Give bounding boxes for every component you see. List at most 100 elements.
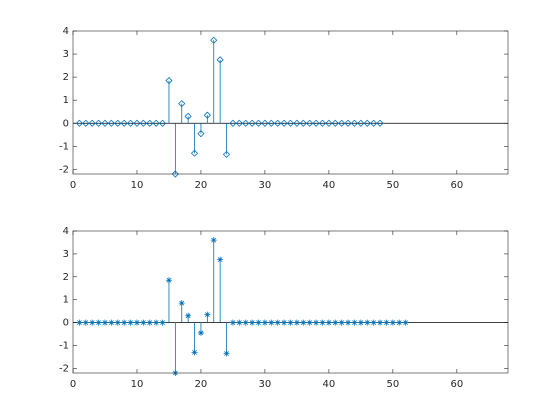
stem (312, 119, 320, 127)
stem (389, 319, 396, 326)
stem (293, 319, 300, 326)
x-tick-label: 20 (195, 180, 208, 191)
marker (204, 311, 211, 318)
stem (222, 123, 231, 158)
stem (344, 119, 352, 127)
x-tick-label: 50 (386, 180, 399, 191)
y-tick-label: 0 (63, 118, 69, 129)
marker (108, 319, 115, 326)
x-tick-label: 60 (450, 379, 463, 390)
marker (261, 319, 268, 326)
stem (299, 119, 307, 127)
marker (268, 319, 275, 326)
marker (140, 319, 147, 326)
axes-box (72, 30, 509, 175)
stem (376, 119, 384, 127)
marker (88, 119, 96, 127)
stem (280, 119, 288, 127)
stem (197, 322, 204, 336)
stem (191, 322, 198, 356)
stem (300, 319, 307, 326)
stem (254, 119, 263, 127)
axes: 0 10 20 30 40 50 60 -2 -1 0 1 2 3 4 (59, 226, 509, 390)
marker (133, 319, 140, 326)
stem (108, 319, 115, 326)
y-tick-label: 0 (63, 318, 69, 329)
stem (261, 119, 269, 127)
marker (383, 319, 390, 326)
y-tick-label: 2 (63, 272, 69, 283)
y-tick-label: 1 (63, 295, 69, 306)
x-tick-label: 40 (323, 180, 336, 191)
stem (76, 319, 83, 326)
marker (286, 119, 295, 127)
stem (364, 319, 371, 326)
marker (190, 149, 199, 157)
marker (376, 119, 384, 127)
stem (248, 119, 256, 127)
marker (389, 319, 396, 326)
stem (318, 119, 327, 127)
stem (306, 119, 314, 127)
y-tick-label: -2 (59, 164, 69, 175)
marker (171, 170, 179, 178)
plot-area (73, 231, 508, 373)
stem (242, 119, 250, 127)
stem (121, 319, 128, 326)
marker (370, 319, 377, 326)
stem (95, 319, 102, 326)
stem (146, 119, 154, 127)
stem (325, 319, 332, 326)
x-tick-label: 50 (386, 379, 399, 390)
marker (338, 119, 346, 127)
marker (255, 319, 262, 326)
stem (152, 119, 160, 127)
marker (75, 119, 83, 127)
x-tick-label: 0 (70, 180, 76, 191)
marker (95, 319, 102, 326)
marker (121, 319, 128, 326)
stem (223, 322, 230, 357)
stem (287, 319, 294, 326)
marker (217, 256, 224, 263)
stem (370, 119, 378, 127)
marker (210, 36, 218, 44)
marker (101, 119, 109, 127)
marker (332, 319, 339, 326)
stem (190, 123, 199, 157)
stem (286, 119, 295, 127)
stem (203, 111, 211, 124)
marker (197, 130, 205, 138)
x-tick-label: 40 (323, 379, 336, 390)
stem (268, 319, 275, 326)
y-tick-label: -2 (59, 363, 69, 374)
stem (178, 300, 185, 323)
marker (300, 319, 307, 326)
stem (120, 119, 128, 127)
stem (178, 100, 186, 124)
marker (114, 119, 122, 127)
x-tick-label: 30 (259, 379, 272, 390)
marker (370, 119, 378, 127)
x-tick-label: 10 (131, 180, 144, 191)
stem (82, 119, 90, 127)
marker (216, 56, 224, 64)
marker (351, 319, 358, 326)
marker (158, 119, 167, 127)
stem (261, 319, 268, 326)
stem (158, 119, 167, 127)
stem (133, 319, 140, 326)
x-tick-label: 10 (131, 379, 144, 390)
stem (88, 119, 96, 127)
marker (229, 119, 237, 127)
stem (402, 319, 409, 326)
marker (82, 319, 89, 326)
marker (331, 119, 339, 127)
marker (357, 119, 365, 127)
y-tick-label: 3 (63, 249, 69, 260)
marker (242, 319, 249, 326)
marker (114, 319, 121, 326)
marker (139, 119, 147, 127)
stem (153, 319, 160, 326)
marker (203, 111, 211, 119)
